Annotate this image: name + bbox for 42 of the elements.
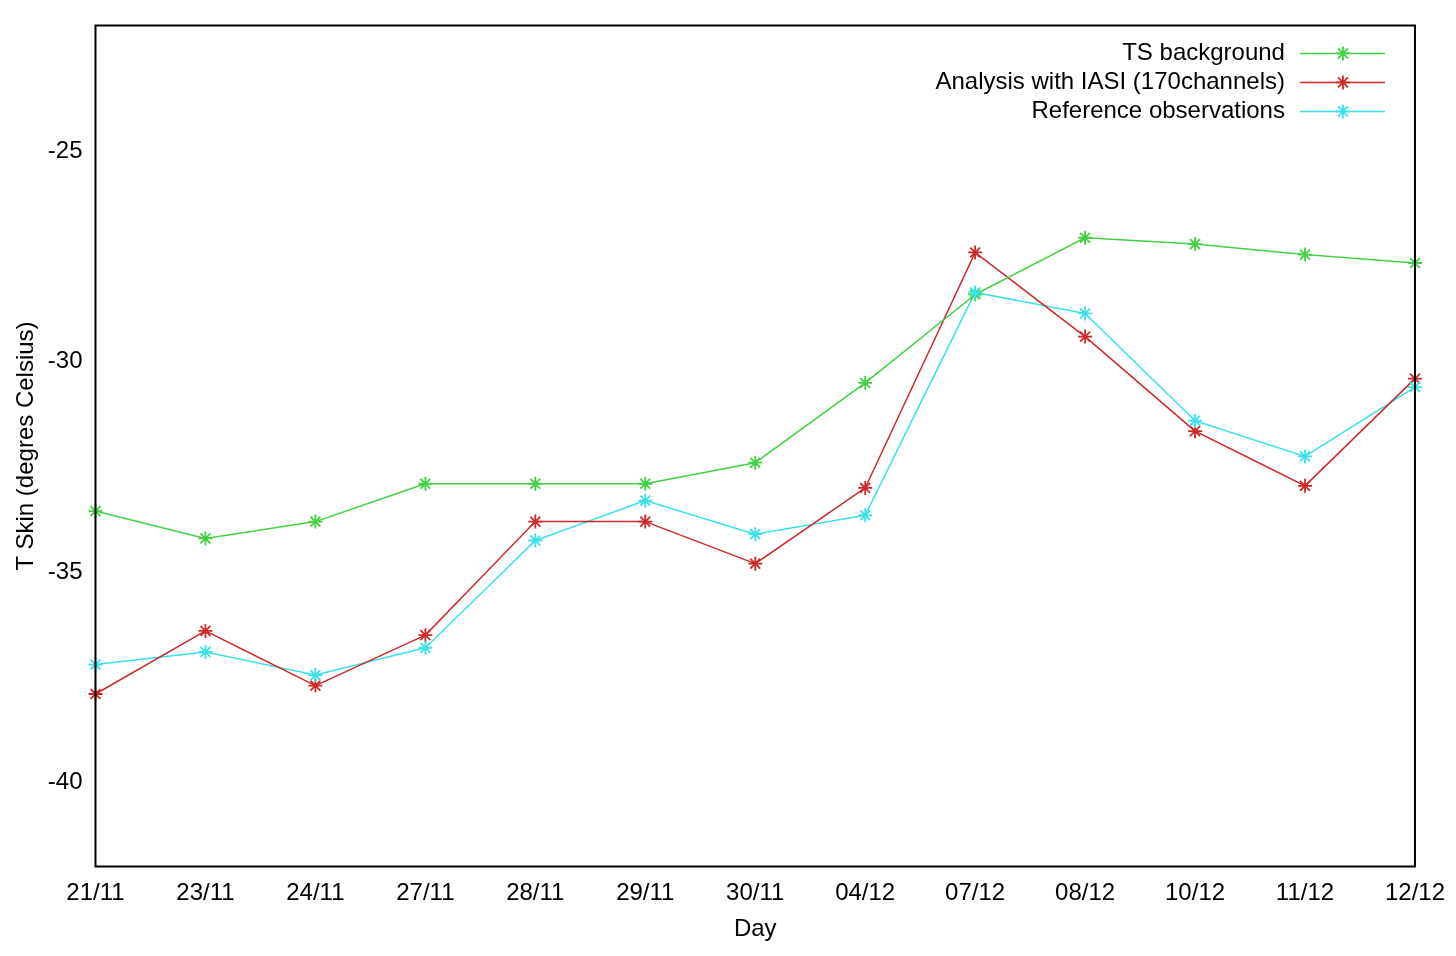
x-tick-label: 11/12 xyxy=(1275,878,1335,906)
x-tick-label: 30/11 xyxy=(726,878,785,906)
point xyxy=(638,476,653,491)
point xyxy=(418,476,433,491)
point xyxy=(1078,230,1093,245)
y-axis-title: T Skin (degres Celsius) xyxy=(11,321,39,571)
point xyxy=(528,476,543,491)
point xyxy=(528,514,543,529)
x-tick-label: 21/11 xyxy=(66,878,125,906)
x-tick-label: 07/12 xyxy=(945,878,1006,906)
x-tick-label: 28/11 xyxy=(506,878,565,906)
point xyxy=(858,375,873,390)
point xyxy=(858,508,873,523)
x-tick-label: 08/12 xyxy=(1055,878,1116,906)
point xyxy=(748,527,763,542)
x-tick-label: 12/12 xyxy=(1384,878,1445,906)
point xyxy=(858,480,873,495)
legend-label: Reference observations xyxy=(1031,96,1285,124)
point xyxy=(1188,424,1203,439)
point xyxy=(638,493,653,508)
point xyxy=(638,514,653,529)
point xyxy=(1188,237,1203,252)
x-tick-label: 04/12 xyxy=(835,878,896,906)
point xyxy=(1188,413,1203,428)
point xyxy=(418,628,433,643)
point xyxy=(528,533,543,548)
legend-label: Analysis with IASI (170channels) xyxy=(935,67,1285,95)
legend-label: TS background xyxy=(1122,38,1285,66)
x-tick-label: 27/11 xyxy=(396,878,455,906)
x-tick-label: 29/11 xyxy=(616,878,675,906)
x-tick-label: 23/11 xyxy=(176,878,235,906)
point xyxy=(748,455,763,470)
x-tick-label: 10/12 xyxy=(1165,878,1226,906)
point xyxy=(1298,478,1313,493)
point xyxy=(748,556,763,571)
x-axis-title: Day xyxy=(733,914,777,942)
y-tick-label: -30 xyxy=(47,346,83,374)
point xyxy=(418,640,433,655)
y-tick-label: -25 xyxy=(47,136,83,164)
x-tick-label: 24/11 xyxy=(286,878,345,906)
y-tick-label: -35 xyxy=(47,556,83,584)
y-tick-label: -40 xyxy=(47,766,83,794)
